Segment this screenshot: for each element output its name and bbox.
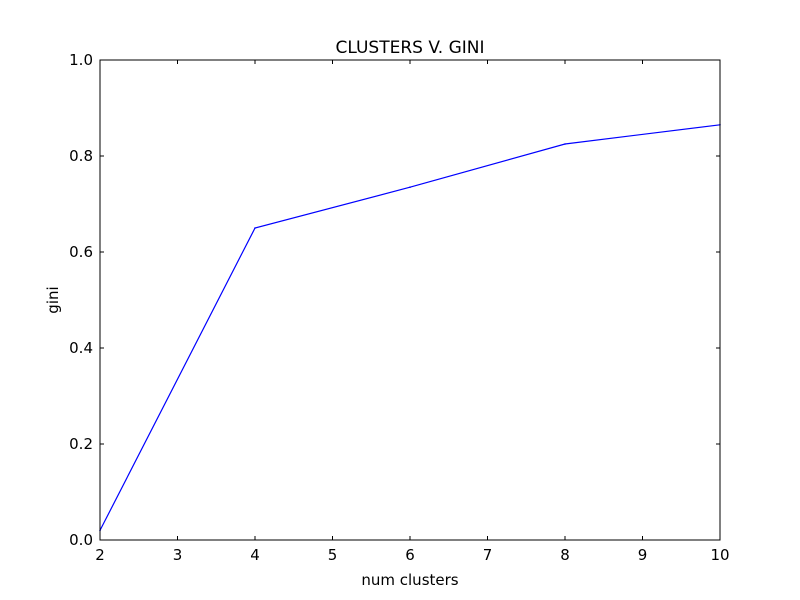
x-tick-label: 2 — [95, 546, 105, 564]
data-point — [254, 227, 256, 229]
x-tick-label: 4 — [250, 546, 260, 564]
x-tick-label: 3 — [173, 546, 183, 564]
plot-frame — [99, 59, 721, 541]
y-axis-label: gini — [44, 286, 62, 313]
chart-title: CLUSTERS V. GINI — [335, 38, 484, 58]
y-tick-label: 0.8 — [69, 147, 93, 165]
x-tick-label: 10 — [710, 546, 729, 564]
y-tick-label: 0.6 — [69, 243, 93, 261]
x-tick-label: 7 — [483, 546, 493, 564]
series-layer — [99, 124, 721, 532]
x-tick-label: 6 — [405, 546, 415, 564]
y-tick-label: 0.2 — [69, 435, 93, 453]
y-tick-label: 0.4 — [69, 339, 93, 357]
y-tick-label: 0.0 — [69, 531, 93, 549]
x-axis-label: num clusters — [361, 571, 458, 589]
y-tick-label: 1.0 — [69, 51, 93, 69]
ticks-layer: 2 3 4 5 6 7 8 9 10 0.0 0.2 0.4 0.6 0.8 1.0 — [69, 51, 729, 564]
x-tick-label: 5 — [328, 546, 338, 564]
data-point — [564, 143, 566, 145]
x-tick-label: 9 — [638, 546, 648, 564]
x-tick-label: 8 — [560, 546, 570, 564]
data-point — [409, 186, 411, 188]
series-line — [99, 124, 721, 531]
